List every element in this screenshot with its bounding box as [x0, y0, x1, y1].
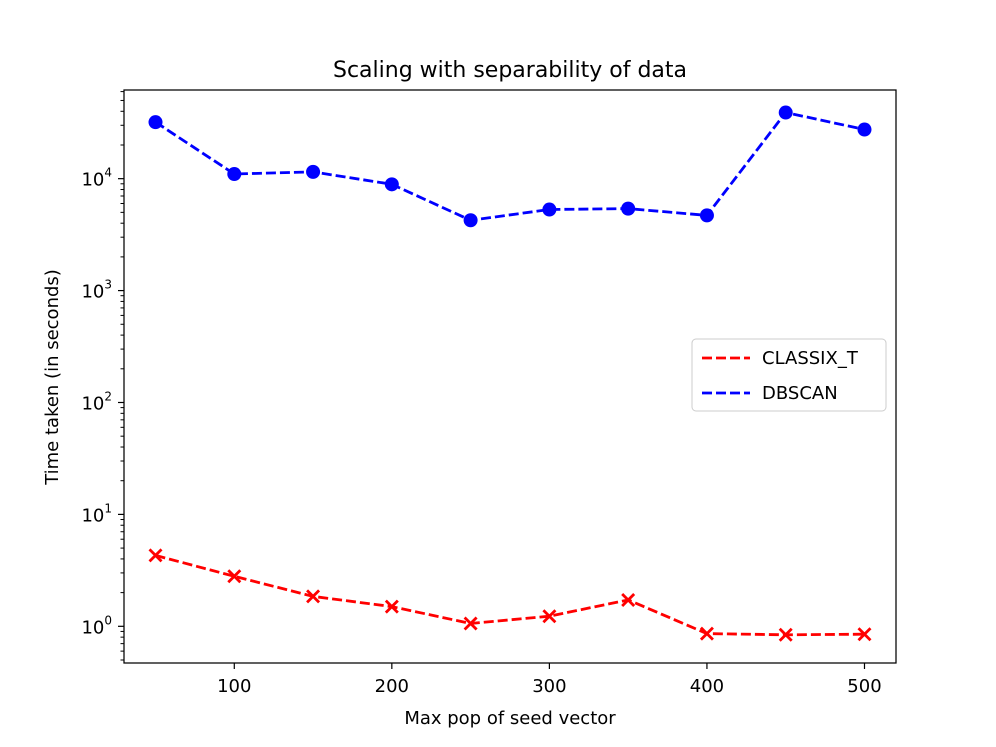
data-point-dbscan — [148, 115, 163, 130]
data-point-classix-t — [542, 609, 557, 624]
y-axis-ticks: 100 101 102 103 104 — [81, 91, 124, 661]
data-point-dbscan — [542, 202, 557, 217]
plot-data — [148, 105, 872, 642]
x-tick-label: 100 — [217, 676, 251, 697]
y-tick-label: 100 — [81, 613, 112, 638]
y-tick-label: 103 — [81, 278, 112, 303]
data-point-dbscan — [857, 122, 872, 137]
data-point-dbscan — [306, 164, 321, 179]
legend-box — [691, 338, 887, 412]
data-point-classix-t — [384, 599, 399, 614]
x-tick-label: 400 — [690, 676, 724, 697]
y-tick-label: 101 — [81, 501, 112, 526]
x-tick-label: 500 — [847, 676, 881, 697]
data-point-dbscan — [778, 105, 793, 120]
plot-frame — [123, 89, 897, 664]
data-point-dbscan — [699, 208, 714, 223]
y-tick-label: 102 — [81, 389, 112, 414]
data-point-classix-t — [857, 627, 872, 642]
legend-label-classix: CLASSIX_T — [762, 348, 859, 369]
chart-title: Scaling with separability of data — [333, 58, 687, 83]
x-axis-ticks: 100 200 300 400 500 — [217, 663, 882, 697]
data-point-classix-t — [148, 548, 163, 563]
x-tick-label: 200 — [375, 676, 409, 697]
y-axis-label: Time taken (in seconds) — [42, 269, 63, 486]
data-point-classix-t — [621, 592, 636, 607]
data-point-classix-t — [306, 589, 321, 604]
data-point-dbscan — [621, 201, 636, 216]
legend: CLASSIX_T DBSCAN — [691, 338, 887, 412]
y-tick-label: 104 — [81, 166, 112, 191]
data-point-dbscan — [463, 213, 478, 228]
data-point-dbscan — [227, 167, 242, 182]
series-line-dbscan — [154, 110, 865, 222]
data-point-classix-t — [778, 627, 793, 642]
series-line-classix-t — [155, 554, 865, 637]
data-point-dbscan — [384, 177, 399, 192]
data-point-classix-t — [699, 626, 714, 641]
x-tick-label: 300 — [532, 676, 566, 697]
data-point-classix-t — [463, 616, 478, 631]
data-point-classix-t — [227, 569, 242, 584]
legend-label-dbscan: DBSCAN — [762, 383, 838, 404]
x-axis-label: Max pop of seed vector — [404, 708, 616, 729]
